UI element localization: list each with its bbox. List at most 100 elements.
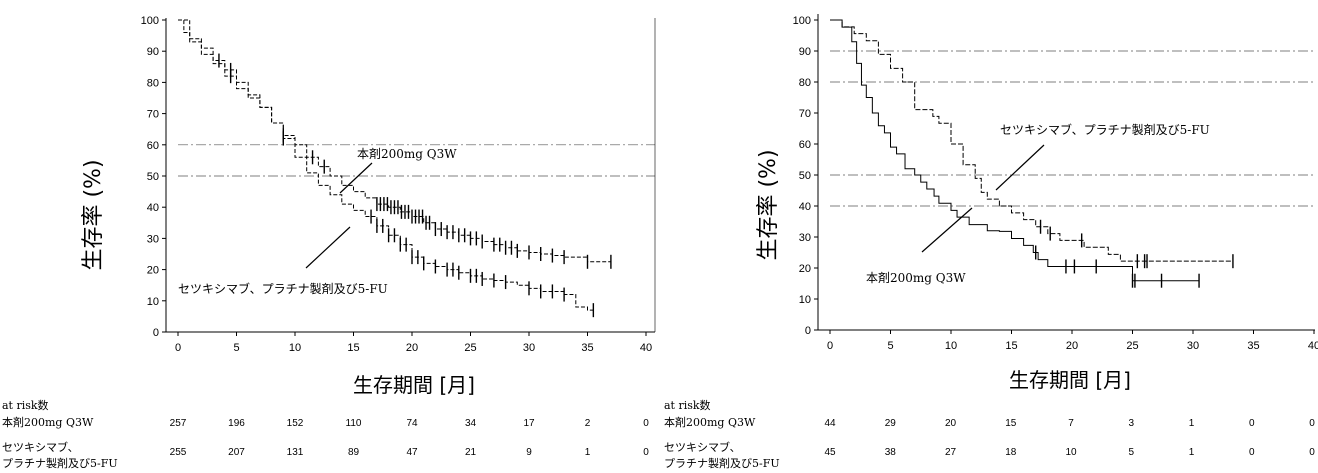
left-y-tick-label: 20	[147, 265, 159, 277]
right-x-tick-label: 40	[1308, 340, 1318, 352]
right-x-tick-label: 10	[945, 340, 957, 352]
left-annotation-line-1	[339, 162, 373, 194]
right-annotation-line-2	[921, 207, 973, 253]
right-at-risk-value: 5	[1128, 447, 1134, 458]
right-x-axis-label: 生存期間 [月]	[1009, 368, 1131, 392]
left-annotation-1: 本剤200mg Q3W	[357, 146, 457, 161]
left-at-risk-value: 0	[643, 418, 649, 429]
right-y-tick-label: 90	[799, 46, 811, 58]
left-x-tick-label: 0	[175, 342, 181, 354]
right-x-tick-label: 5	[887, 340, 893, 352]
right-y-tick-label: 40	[799, 201, 811, 213]
left-at-risk-value: 21	[465, 447, 477, 458]
right-series-2-curve	[830, 19, 1233, 262]
right-at-risk-value: 1	[1189, 418, 1195, 429]
right-y-ticks: 0 10 20 30 40 50 60 70 80 90 100	[793, 15, 818, 337]
left-at-risk-title: at risk数	[2, 399, 49, 412]
right-at-risk-value: 0	[1309, 418, 1315, 429]
left-at-risk-value: 74	[406, 418, 418, 429]
right-at-risk-value: 44	[824, 418, 836, 429]
right-at-risk-value: 45	[824, 447, 836, 458]
right-at-risk-row1-label: 本剤200mg Q3W	[664, 415, 756, 429]
right-at-risk-value: 18	[1005, 447, 1017, 458]
right-y-tick-label: 20	[799, 263, 811, 275]
left-at-risk-value: 17	[523, 418, 535, 429]
right-x-tick-label: 0	[827, 340, 833, 352]
left-y-tick-label: 70	[147, 109, 159, 121]
right-x-tick-label: 35	[1247, 340, 1259, 352]
right-at-risk-value: 0	[1249, 418, 1255, 429]
left-x-axis-label: 生存期間 [月]	[353, 373, 475, 397]
left-y-tick-label: 50	[147, 171, 159, 183]
left-x-tick-label: 30	[523, 342, 535, 354]
left-series	[178, 19, 612, 318]
left-at-risk-value: 196	[228, 418, 245, 429]
right-at-risk-value: 0	[1249, 447, 1255, 458]
left-at-risk-value: 0	[643, 447, 649, 458]
right-y-tick-label: 100	[793, 15, 811, 27]
left-x-tick-label: 25	[464, 342, 476, 354]
left-x-tick-label: 20	[406, 342, 418, 354]
right-at-risk-value: 3	[1128, 418, 1134, 429]
left-reference-lines	[178, 144, 655, 177]
right-at-risk-value: 20	[945, 418, 957, 429]
left-y-tick-label: 80	[147, 77, 159, 89]
right-at-risk-row2-label1: セツキシマブ、	[664, 440, 741, 454]
left-annotation-line-2	[305, 226, 351, 269]
left-x-ticks: 0 5 10 15 20 25 30 35 40	[175, 332, 652, 354]
right-at-risk-value: 7	[1068, 418, 1074, 429]
right-y-tick-label: 50	[799, 170, 811, 182]
right-at-risk-value: 15	[1005, 418, 1017, 429]
right-at-risk-value: 1	[1189, 447, 1195, 458]
left-at-risk-value: 207	[228, 447, 245, 458]
left-at-risk-value: 47	[406, 447, 418, 458]
left-at-risk-row2-label2: プラチナ製剤及び5-FU	[2, 456, 118, 470]
right-at-risk-title: at risk数	[664, 399, 711, 412]
right-x-tick-label: 15	[1005, 340, 1017, 352]
right-series-1-curve	[830, 19, 1200, 282]
left-at-risk-value: 89	[348, 447, 360, 458]
right-x-tick-label: 25	[1126, 340, 1138, 352]
right-at-risk-value: 38	[885, 447, 897, 458]
right-y-tick-label: 60	[799, 139, 811, 151]
left-y-axis-label: 生存率 (%)	[81, 159, 106, 270]
right-annotation-1: セツキシマブ、プラチナ製剤及び5-FU	[1000, 122, 1210, 137]
right-y-tick-label: 80	[799, 77, 811, 89]
left-x-tick-label: 5	[233, 342, 239, 354]
left-at-risk-value: 131	[287, 447, 304, 458]
right-y-tick-label: 70	[799, 108, 811, 120]
left-at-risk-row2-label1: セツキシマブ、	[2, 440, 79, 454]
left-at-risk-value: 34	[465, 418, 477, 429]
left-at-risk-value: 1	[585, 447, 591, 458]
right-y-tick-label: 10	[799, 294, 811, 306]
right-at-risk-values: 44 29 20 15 7 3 1 0 045 38 27 18 10 5 1 0 0	[824, 418, 1315, 458]
left-at-risk-values: 257 196 152 110 74 34 17 2 0 255 207 131 89 47 21 9 1 0	[170, 418, 650, 458]
right-at-risk-value: 10	[1065, 447, 1077, 458]
left-y-tick-label: 60	[147, 140, 159, 152]
left-series-2-curve	[178, 19, 594, 311]
right-at-risk-value: 29	[885, 418, 897, 429]
left-at-risk-value: 152	[287, 418, 304, 429]
left-at-risk-value: 9	[526, 447, 532, 458]
left-y-tick-label: 40	[147, 202, 159, 214]
right-annotation-line-1	[995, 144, 1045, 191]
left-y-tick-label: 30	[147, 233, 159, 245]
left-series-1-curve	[178, 19, 611, 263]
left-at-risk-row1-label: 本剤200mg Q3W	[2, 415, 94, 429]
left-at-risk-value: 257	[170, 418, 187, 429]
left-at-risk-value: 255	[170, 447, 187, 458]
right-x-tick-label: 20	[1066, 340, 1078, 352]
right-y-tick-label: 0	[805, 325, 811, 337]
left-x-tick-label: 40	[640, 342, 652, 354]
right-x-ticks: 0 5 10 15 20 25 30 35 40	[827, 330, 1318, 352]
left-y-tick-label: 90	[147, 46, 159, 58]
right-y-axis-label: 生存率 (%)	[756, 149, 781, 260]
left-y-tick-label: 100	[141, 15, 159, 27]
left-x-tick-label: 10	[289, 342, 301, 354]
left-x-tick-label: 15	[347, 342, 359, 354]
left-at-risk-value: 2	[585, 418, 591, 429]
left-x-tick-label: 35	[581, 342, 593, 354]
